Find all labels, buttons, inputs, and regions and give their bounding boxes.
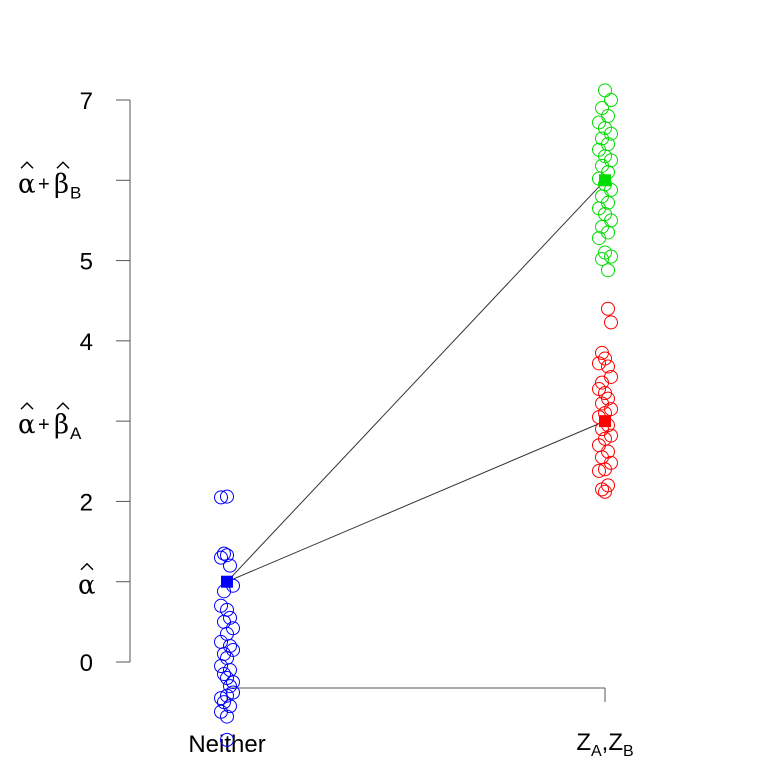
hat-accent xyxy=(56,161,70,169)
data-point xyxy=(217,667,231,682)
data-point xyxy=(214,550,228,565)
data-point xyxy=(595,251,609,266)
x-tick-label: Neither xyxy=(188,731,265,758)
mean-marker xyxy=(221,575,233,588)
param-symbol: β xyxy=(54,410,69,440)
data-point xyxy=(592,231,606,246)
data-point xyxy=(592,356,606,371)
y-tick-label: 5 xyxy=(80,249,93,276)
param-symbol: β xyxy=(54,169,69,199)
data-point xyxy=(598,462,612,477)
y-param-tick-label: α + β B xyxy=(18,161,81,202)
data-point xyxy=(226,675,240,690)
data-point xyxy=(220,732,234,747)
data-point xyxy=(214,691,228,706)
data-point xyxy=(214,490,228,505)
data-points xyxy=(214,83,618,747)
data-point xyxy=(595,375,609,390)
data-point xyxy=(220,688,234,703)
param-symbol: α xyxy=(78,571,96,601)
data-point xyxy=(604,93,618,107)
hat-accent xyxy=(56,402,70,410)
param-subscript: A xyxy=(70,424,82,443)
x-label-part: Z xyxy=(576,729,591,756)
y-param-tick-label: α + β A xyxy=(18,402,82,443)
hat-accent xyxy=(20,402,34,410)
param-symbol: α xyxy=(18,169,36,199)
data-point xyxy=(214,659,228,674)
data-point xyxy=(604,315,618,330)
data-point xyxy=(598,484,612,499)
data-point xyxy=(220,548,234,563)
data-point xyxy=(601,359,615,374)
data-point xyxy=(220,709,234,724)
x-label-subscript: A xyxy=(591,743,602,760)
data-point xyxy=(220,489,234,504)
x-tick-label: ZA,ZB xyxy=(576,729,633,760)
param-subscript: B xyxy=(70,183,81,202)
mean-marker xyxy=(599,174,611,187)
x-label-part: ,Z xyxy=(602,729,623,756)
y-tick-label: 0 xyxy=(80,650,93,677)
mean-markers xyxy=(221,174,611,588)
data-point xyxy=(601,301,615,316)
y-tick-label: 4 xyxy=(80,329,93,356)
data-point xyxy=(595,482,609,497)
mean-marker xyxy=(599,415,611,428)
data-point xyxy=(604,249,618,264)
mean-connector-lines xyxy=(226,179,606,583)
mean-connector-line xyxy=(226,420,606,583)
plus-sign: + xyxy=(38,173,50,195)
x-axis: Neither ZA,ZB xyxy=(188,687,634,760)
data-point xyxy=(223,558,237,573)
hat-accent xyxy=(20,161,34,169)
data-point xyxy=(598,83,612,98)
y-tick-label: 2 xyxy=(80,489,93,516)
mean-connector-line xyxy=(226,179,606,583)
data-point xyxy=(217,546,231,561)
data-point xyxy=(592,463,606,478)
data-point xyxy=(223,679,237,694)
x-label-subscript: B xyxy=(623,743,634,760)
data-point xyxy=(601,263,615,278)
param-symbol: α xyxy=(18,410,36,440)
y-param-tick-label: α xyxy=(78,562,96,601)
hat-accent xyxy=(80,562,94,571)
y-tick-label: 7 xyxy=(80,88,93,115)
data-point xyxy=(604,126,618,141)
plus-sign: + xyxy=(38,414,50,436)
